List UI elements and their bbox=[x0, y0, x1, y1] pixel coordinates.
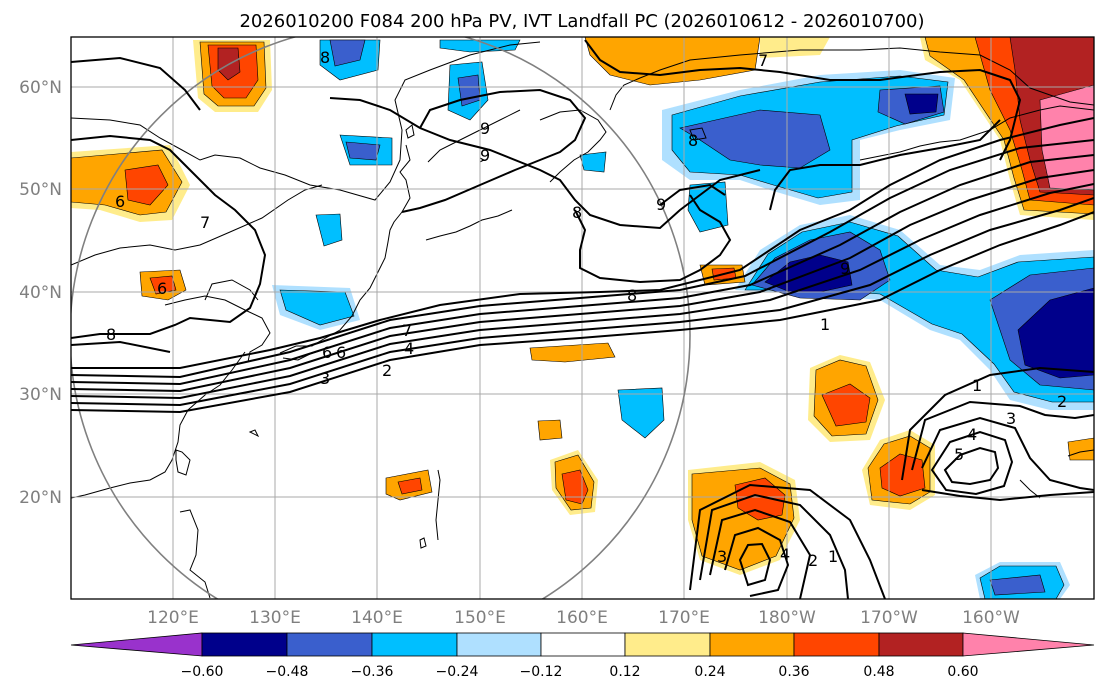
pv-positive-region bbox=[149, 275, 177, 295]
lat-tick-label: 40°N bbox=[19, 283, 62, 303]
landfall-radius-circle bbox=[71, 37, 691, 599]
pv-anomaly-shading bbox=[71, 37, 1094, 599]
colorbar-segment bbox=[709, 632, 795, 657]
contour-label: 1 bbox=[828, 547, 838, 566]
colorbar-segment bbox=[540, 632, 626, 657]
pv-negative-region bbox=[1017, 287, 1094, 379]
colorbar-segment bbox=[624, 632, 711, 657]
lon-tick-label: 150°E bbox=[454, 608, 506, 628]
pv-negative-region bbox=[329, 39, 366, 67]
pv-positive-region bbox=[529, 342, 616, 363]
colorbar-tick-label: −0.12 bbox=[520, 664, 563, 680]
colorbar-extend-low bbox=[70, 632, 203, 657]
colorbar-tick-label: −0.60 bbox=[181, 664, 224, 680]
lon-tick-label: 170°E bbox=[658, 608, 710, 628]
lon-tick-label: 170°W bbox=[860, 608, 918, 628]
colorbar-segment bbox=[878, 632, 964, 657]
pv-contours bbox=[71, 39, 1094, 599]
graticule bbox=[71, 37, 1094, 599]
contour-label: 1 bbox=[820, 315, 830, 334]
contour-label: 7 bbox=[200, 213, 210, 232]
contour-label: 6 bbox=[115, 192, 125, 211]
lon-tick-label: 160°W bbox=[962, 608, 1020, 628]
lon-tick-label: 160°E bbox=[556, 608, 608, 628]
pv-negative-region bbox=[904, 93, 939, 115]
colorbar-segment bbox=[201, 632, 288, 657]
contour-label: 1 bbox=[972, 376, 982, 395]
contour-label: 8 bbox=[320, 48, 330, 67]
pv-negative-region bbox=[457, 74, 481, 107]
contour-label: 2 bbox=[382, 361, 392, 380]
pv-positive-region bbox=[734, 477, 786, 521]
colorbar-segment bbox=[793, 632, 880, 657]
contour-label: 9 bbox=[656, 195, 666, 214]
longitude-tick-labels: 120°E 130°E 140°E 150°E 160°E 170°E 180°… bbox=[147, 608, 1020, 628]
colorbar-segment bbox=[456, 632, 542, 657]
contour-label: 8 bbox=[688, 131, 698, 150]
colorbar-tick-label: 0.24 bbox=[694, 664, 725, 680]
pv-negative-region bbox=[345, 141, 381, 161]
colorbar-tick-label: 0.48 bbox=[863, 664, 894, 680]
contour-label: 6 bbox=[157, 279, 167, 298]
pv-negative-region bbox=[989, 574, 1046, 596]
contour-label: 7 bbox=[758, 51, 768, 70]
latitude-tick-labels: 20°N 30°N 40°N 50°N 60°N bbox=[19, 78, 62, 508]
contour-label: 8 bbox=[106, 325, 116, 344]
colorbar bbox=[70, 632, 1095, 657]
colorbar-tick-label: 0.60 bbox=[947, 664, 978, 680]
contour-label: 9 bbox=[480, 119, 490, 138]
contour-label: 8 bbox=[572, 203, 582, 222]
pv-positive-region bbox=[760, 37, 830, 58]
pv-positive-region bbox=[537, 419, 563, 441]
pv-negative-region bbox=[579, 151, 607, 173]
contour-labels: 8 9 6 6 7 8 9 8 9 7 8 6 7 4 6 3 2 8 1 9 … bbox=[106, 48, 1067, 570]
pv-positive-region bbox=[124, 164, 169, 206]
lon-tick-label: 120°E bbox=[147, 608, 199, 628]
colorbar-tick-labels: −0.60 −0.48 −0.36 −0.24 −0.12 0.12 0.24 … bbox=[181, 664, 979, 680]
contour-label: 4 bbox=[780, 545, 790, 564]
contour-label: 9 bbox=[480, 146, 490, 165]
lat-tick-label: 20°N bbox=[19, 488, 62, 508]
contour-label: 3 bbox=[717, 547, 727, 566]
map-frame bbox=[70, 36, 1095, 600]
contour-label: 4 bbox=[404, 339, 414, 358]
contour-label: 6 bbox=[336, 343, 346, 362]
pv-negative-region bbox=[315, 213, 343, 247]
colorbar-segment bbox=[286, 632, 373, 657]
contour-label: 2 bbox=[808, 551, 818, 570]
lon-tick-label: 140°E bbox=[351, 608, 403, 628]
pv-negative-region bbox=[617, 387, 665, 439]
map-panel: 8 9 6 6 7 8 9 8 9 7 8 6 7 4 6 3 2 8 1 9 … bbox=[71, 37, 1094, 599]
pv-negative-region bbox=[687, 181, 729, 233]
lon-tick-label: 180°W bbox=[758, 608, 816, 628]
contour-label: 6 bbox=[322, 343, 332, 362]
colorbar-tick-label: 0.12 bbox=[609, 664, 640, 680]
contour-label: 3 bbox=[1006, 409, 1016, 428]
lat-tick-label: 50°N bbox=[19, 180, 62, 200]
contour-label: 4 bbox=[967, 425, 977, 444]
pv-positive-region bbox=[397, 477, 423, 495]
lat-tick-label: 30°N bbox=[19, 385, 62, 405]
coastlines bbox=[71, 41, 1094, 599]
colorbar-tick-label: 0.36 bbox=[778, 664, 809, 680]
figure-title: 2026010200 F084 200 hPa PV, IVT Landfall… bbox=[239, 11, 924, 32]
colorbar-tick-label: −0.36 bbox=[351, 664, 394, 680]
colorbar-tick-label: −0.24 bbox=[436, 664, 479, 680]
contour-label: 8 bbox=[627, 286, 637, 305]
colorbar-segment bbox=[371, 632, 458, 657]
colorbar-tick-label: −0.48 bbox=[266, 664, 309, 680]
contour-label: 5 bbox=[954, 445, 964, 464]
lon-tick-label: 130°E bbox=[249, 608, 301, 628]
contour-label: 9 bbox=[840, 259, 850, 278]
contour-label: 7 bbox=[402, 321, 412, 340]
lat-tick-label: 60°N bbox=[19, 78, 62, 98]
pv-positive-region bbox=[1067, 437, 1094, 461]
colorbar-extend-high bbox=[962, 632, 1095, 657]
contour-label: 2 bbox=[1057, 392, 1067, 411]
contour-label: 3 bbox=[320, 369, 330, 388]
